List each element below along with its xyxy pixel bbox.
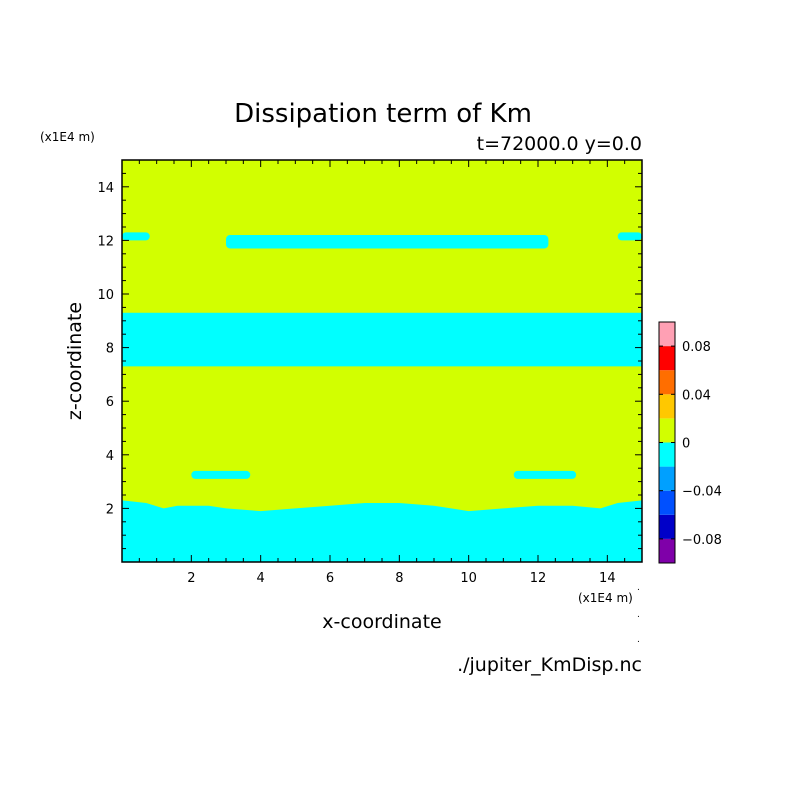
y-tick-label: 6 [106,395,114,410]
contour-region-6 [513,470,577,479]
corner-mark-3: . [637,635,640,645]
y-tick-label: 14 [97,181,114,196]
y-axis-label: z-coordinate [64,302,86,420]
x-unit-label: (x1E4 m) [578,591,633,605]
colorbar-swatch [659,370,675,395]
y-tick-label: 4 [106,449,114,464]
colorbar-swatch [659,514,675,539]
x-tick-label: 2 [187,571,195,586]
x-tick-label: 12 [530,571,547,586]
y-tick-label: 8 [106,342,114,357]
contour-region-3 [122,232,150,241]
plot-area: 2 4 6 8 10 12 14 2 4 6 8 10 12 14 [97,159,643,586]
contour-region-4 [617,232,642,241]
y-tick-label: 12 [97,234,114,249]
colorbar-swatch [659,394,675,419]
colorbar-label: −0.04 [682,485,722,500]
chart-subtitle: t=72000.0 y=0.0 [477,133,642,155]
corner-marks: . . . [637,583,640,645]
corner-mark-1: . [637,583,640,593]
x-tick-label: 10 [460,571,477,586]
contour-region-5 [191,470,251,479]
y-unit-label: (x1E4 m) [40,130,95,144]
colorbar-swatch [659,538,675,563]
x-tick-label: 6 [326,571,334,586]
colorbar-label: 0.08 [682,340,711,355]
colorbar: 0.08 0.04 0 −0.04 −0.08 [658,321,722,564]
corner-mark-2: . [637,610,640,620]
colorbar-label: −0.08 [682,533,722,548]
chart-title: Dissipation term of Km [234,99,532,129]
contour-region-2 [226,235,549,249]
x-axis-label: x-coordinate [322,611,441,633]
contour-region-1 [122,312,642,367]
colorbar-swatch [659,346,675,371]
colorbar-swatch [659,490,675,515]
x-tick-label: 8 [395,571,403,586]
colorbar-swatch [659,418,675,443]
x-tick-label: 4 [257,571,265,586]
x-tick-label: 14 [599,571,616,586]
colorbar-swatch [659,322,675,347]
colorbar-label: 0.04 [682,388,711,403]
y-tick-label: 10 [97,288,114,303]
y-tick-label: 2 [106,502,114,517]
colorbar-label: 0 [682,437,690,452]
source-file-label: ./jupiter_KmDisp.nc [457,654,642,676]
contour-region-0 [122,500,642,562]
colorbar-swatch [659,466,675,491]
colorbar-swatch [659,442,675,467]
